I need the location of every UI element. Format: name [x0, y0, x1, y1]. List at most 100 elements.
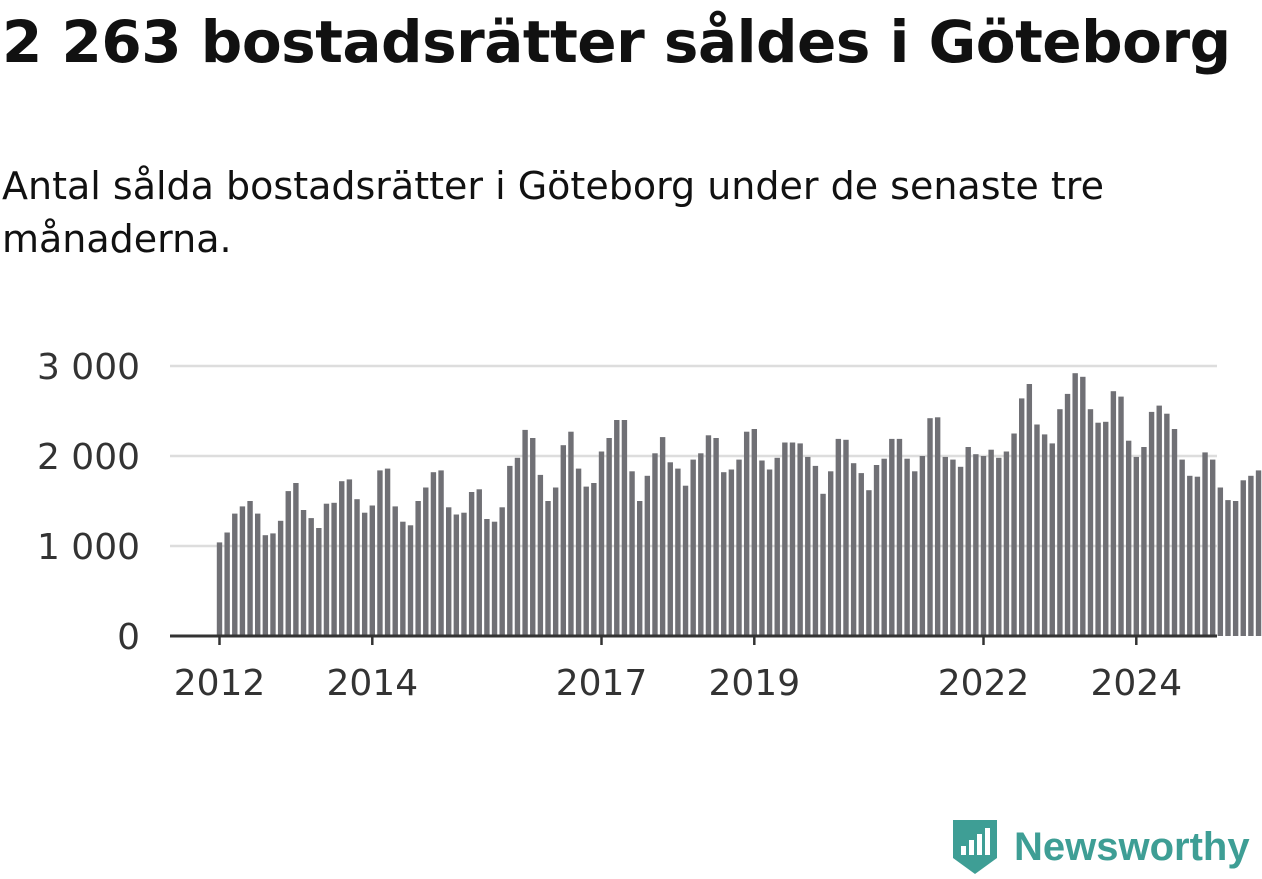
bar — [950, 459, 956, 636]
bar — [591, 483, 597, 636]
newsworthy-brand: Newsworthy — [950, 818, 1250, 876]
bar — [552, 487, 559, 636]
x-axis — [170, 634, 1217, 645]
bar — [255, 513, 261, 636]
bar — [224, 532, 230, 636]
bar — [736, 459, 742, 636]
y-axis-labels: 0 1 000 2 000 3 000 — [37, 347, 140, 658]
y-tick-label: 3 000 — [37, 347, 140, 388]
x-tick-label: 2022 — [938, 663, 1030, 704]
bar — [239, 506, 246, 636]
bar — [912, 471, 918, 636]
bar — [820, 493, 826, 636]
bar — [392, 506, 398, 636]
bar — [293, 483, 299, 636]
bar — [300, 510, 307, 636]
bar — [637, 501, 643, 636]
bar — [743, 431, 750, 636]
bar — [1095, 422, 1101, 636]
bar — [468, 492, 475, 636]
brand-name: Newsworthy — [1014, 824, 1250, 869]
bar — [446, 507, 452, 636]
bar — [1179, 459, 1185, 636]
y-tick-label: 2 000 — [37, 437, 140, 478]
bar — [537, 474, 544, 636]
bar — [323, 503, 330, 636]
bar — [1118, 396, 1124, 636]
bar — [216, 542, 223, 636]
bar — [805, 456, 811, 636]
bar — [339, 481, 345, 636]
x-tick-label: 2024 — [1090, 663, 1182, 704]
bar — [247, 501, 253, 636]
bar — [789, 442, 796, 636]
x-tick-label: 2012 — [174, 663, 266, 704]
bar — [1057, 409, 1063, 636]
bar — [1232, 501, 1239, 636]
bar — [621, 420, 628, 636]
bar — [270, 533, 276, 636]
bar — [384, 468, 391, 636]
bar — [682, 485, 689, 636]
bar — [575, 468, 582, 636]
bar — [285, 491, 291, 636]
bar — [705, 435, 712, 636]
bar — [453, 514, 460, 636]
bar — [560, 445, 566, 636]
bar — [850, 463, 857, 636]
bar — [1103, 421, 1109, 636]
bar — [965, 447, 971, 636]
x-axis-labels: 2012 2014 2017 2019 2022 2024 — [174, 663, 1182, 704]
bar — [522, 429, 528, 636]
bar — [812, 465, 819, 636]
bar — [1080, 376, 1086, 636]
bar — [904, 458, 910, 636]
bar — [934, 417, 941, 636]
bar — [881, 458, 887, 636]
bar — [400, 521, 406, 636]
bar — [644, 475, 651, 636]
bar — [316, 528, 322, 636]
bar — [629, 471, 635, 636]
bar — [980, 456, 987, 636]
bar — [1156, 405, 1162, 636]
x-tick-label: 2019 — [708, 663, 800, 704]
bar — [430, 472, 437, 636]
bar — [1225, 500, 1231, 636]
bar — [423, 487, 429, 636]
bar — [1148, 411, 1155, 636]
bar — [232, 513, 238, 636]
bar — [614, 420, 620, 636]
bar — [262, 535, 269, 636]
chart-title: 2 263 bostadsrätter såldes i Göteborg — [2, 8, 1231, 76]
bar — [1011, 433, 1017, 636]
bar — [858, 473, 864, 636]
bar — [476, 489, 482, 636]
bar — [667, 462, 673, 636]
bar — [1125, 440, 1132, 636]
bar — [1171, 429, 1178, 636]
bar — [308, 518, 314, 636]
bar — [606, 438, 612, 636]
bar — [652, 453, 658, 636]
bar — [927, 418, 933, 636]
bar — [1064, 393, 1071, 636]
bar — [698, 453, 704, 636]
bar — [919, 456, 926, 636]
bar — [354, 499, 360, 636]
bar — [407, 525, 414, 636]
bar — [1034, 424, 1040, 636]
bar — [759, 460, 765, 636]
bar — [1210, 459, 1216, 636]
bar — [728, 469, 735, 636]
bar — [415, 501, 421, 636]
bar — [896, 438, 903, 636]
bar — [499, 507, 505, 636]
bar — [873, 465, 880, 636]
y-tick-label: 1 000 — [37, 527, 140, 568]
bar — [377, 470, 383, 636]
bar — [659, 437, 666, 636]
x-tick-label: 2014 — [326, 663, 418, 704]
bar — [690, 459, 696, 636]
bar — [996, 457, 1002, 636]
